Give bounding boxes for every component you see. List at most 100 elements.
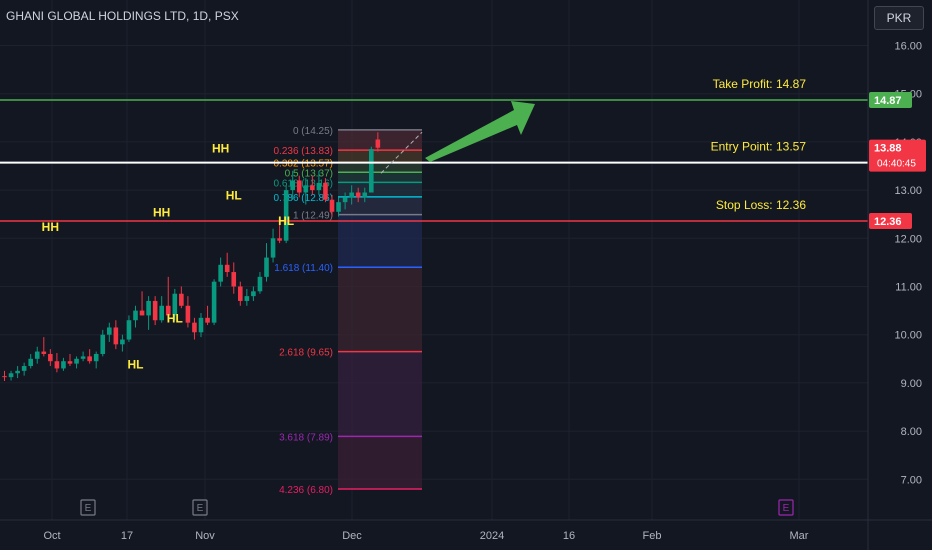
structure-label-0: HH: [42, 220, 59, 234]
candle-body-23: [152, 300, 158, 321]
current-price-value: 13.88: [874, 143, 902, 155]
candle-body-35: [231, 272, 237, 287]
candle-body-54: [355, 192, 361, 198]
candle-body-43: [283, 190, 289, 241]
take-profit-price-tag: [869, 91, 912, 108]
projection-line: [380, 131, 423, 174]
fib-level-label-4: 0.618 (13.16): [274, 178, 334, 189]
fib-zone-5: [338, 196, 422, 215]
candle-body-13: [87, 356, 92, 362]
take-profit-price-tag-text: 14.87: [874, 95, 902, 107]
fib-level-label-1: 0.236 (13.83): [274, 146, 334, 157]
candle-body-38: [251, 291, 256, 297]
structure-label-5: HL: [226, 189, 242, 203]
candle-body-6: [41, 351, 47, 354]
structure-label-1: HL: [128, 357, 144, 371]
candle-body-55: [362, 192, 368, 198]
candle-body-12: [80, 356, 86, 359]
price-tick-label-0: 16.00: [894, 41, 922, 53]
current-price-tag: [869, 139, 926, 172]
candle-body-26: [172, 293, 178, 316]
candle-body-19: [126, 320, 132, 340]
price-tick-label-4: 12.00: [894, 233, 922, 245]
fib-zone-8: [338, 351, 422, 437]
candle-body-39: [257, 276, 263, 292]
candle-body-49: [323, 182, 328, 200]
candle-body-29: [192, 322, 197, 333]
candle-body-27: [179, 293, 184, 306]
candle-body-9: [61, 361, 66, 369]
candle-body-10: [67, 361, 73, 364]
fib-zone-2: [338, 162, 422, 173]
time-tick-label-5: 16: [563, 530, 575, 542]
fib-level-label-10: 4.236 (6.80): [279, 485, 333, 496]
candle-body-0: [2, 376, 7, 378]
fib-level-label-3: 0.5 (13.37): [285, 168, 333, 179]
candle-body-4: [28, 358, 33, 367]
earnings-event-label-0: E: [85, 503, 92, 514]
candle-body-24: [159, 305, 164, 321]
time-tick-label-0: Oct: [43, 530, 60, 542]
candle-body-46: [303, 185, 309, 193]
candle-body-2: [15, 370, 20, 374]
bar-countdown: 04:40:45: [877, 159, 916, 170]
candle-body-50: [329, 199, 335, 212]
earnings-event-marker-0: [80, 499, 96, 516]
fib-zone-9: [338, 436, 422, 489]
candle-body-25: [165, 305, 171, 316]
candle-body-56: [369, 149, 374, 193]
target-arrow: [425, 101, 535, 162]
candle-body-31: [205, 317, 210, 323]
candle-body-7: [48, 353, 53, 362]
candle-body-45: [296, 180, 302, 193]
candle-body-52: [342, 197, 348, 203]
candle-body-34: [224, 264, 230, 273]
candle-body-5: [34, 351, 40, 359]
structure-label-4: HH: [212, 142, 229, 156]
candle-body-8: [54, 361, 60, 369]
time-tick-label-6: Feb: [643, 530, 662, 542]
candle-body-36: [238, 286, 243, 301]
fib-zone-6: [338, 214, 422, 268]
fib-level-label-5: 0.786 (12.86): [274, 193, 334, 204]
candle-body-47: [310, 185, 315, 191]
fib-level-label-2: 0.382 (13.57): [274, 159, 334, 170]
candle-body-17: [113, 327, 119, 345]
candle-body-44: [290, 180, 295, 191]
candle-body-22: [146, 300, 151, 316]
candle-body-18: [120, 339, 125, 345]
candle-body-41: [270, 238, 276, 258]
candle-body-57: [375, 139, 381, 148]
price-tick-label-8: 8.00: [901, 426, 922, 438]
fib-level-label-8: 2.618 (9.65): [279, 348, 333, 359]
candle-body-21: [139, 310, 145, 316]
fib-level-label-0: 0 (14.25): [293, 126, 333, 137]
price-tick-label-6: 10.00: [894, 330, 922, 342]
price-tick-label-7: 9.00: [901, 378, 922, 390]
fib-zone-1: [338, 150, 422, 163]
time-tick-label-7: Mar: [790, 530, 809, 542]
candle-body-30: [198, 317, 204, 333]
stop-loss-price-tag-text: 12.36: [874, 216, 902, 228]
fib-level-label-9: 3.618 (7.89): [279, 432, 333, 443]
candle-body-14: [93, 353, 99, 362]
time-tick-label-2: Nov: [195, 530, 215, 542]
take-profit-label: Take Profit: 14.87: [713, 77, 807, 91]
entry-label: Entry Point: 13.57: [711, 140, 807, 154]
fib-zone-7: [338, 267, 422, 352]
structure-label-3: HL: [167, 312, 183, 326]
candle-body-20: [133, 310, 138, 321]
chart-title: GHANI GLOBAL HOLDINGS LTD, 1D, PSX: [6, 9, 239, 23]
structure-label-2: HH: [153, 206, 170, 220]
price-tick-label-9: 7.00: [901, 474, 922, 486]
candle-body-32: [211, 281, 217, 323]
candle-body-15: [100, 334, 106, 354]
currency-button[interactable]: PKR: [874, 6, 924, 30]
time-tick-label-3: Dec: [342, 530, 362, 542]
candle-body-1: [8, 373, 14, 378]
time-tick-label-1: 17: [121, 530, 133, 542]
candle-body-40: [264, 257, 269, 277]
candle-body-3: [21, 366, 27, 371]
